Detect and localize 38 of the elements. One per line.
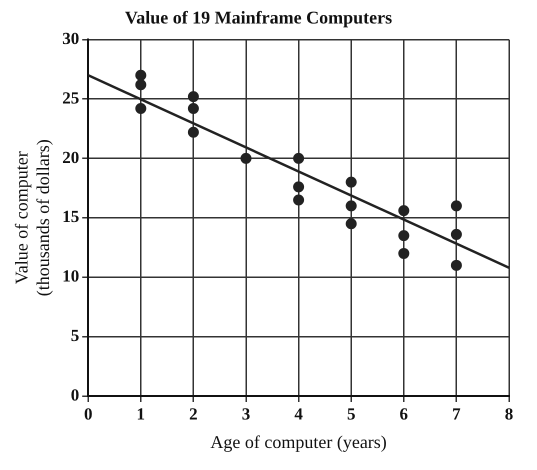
point xyxy=(398,205,410,216)
x-tick-label: 3 xyxy=(242,404,250,424)
point xyxy=(188,91,199,102)
y-tick-label: 25 xyxy=(62,88,80,108)
x-tick-label: 0 xyxy=(84,404,92,424)
point xyxy=(135,70,146,81)
point xyxy=(398,248,410,259)
point xyxy=(293,194,304,206)
x-axis-title: Age of computer (years) xyxy=(210,432,387,452)
point xyxy=(346,176,357,188)
point xyxy=(450,228,462,240)
point xyxy=(346,218,357,230)
y-tick-label: 20 xyxy=(62,148,80,167)
x-tick-label: 2 xyxy=(189,404,198,424)
y-tick-label: 0 xyxy=(70,385,80,404)
y-tick-label: 30 xyxy=(62,28,80,48)
y-tick-label: 10 xyxy=(62,266,80,286)
point xyxy=(135,103,146,114)
point xyxy=(450,260,462,271)
x-tick-label: 5 xyxy=(346,404,356,424)
x-tick-label: 8 xyxy=(504,404,514,424)
point xyxy=(450,200,462,212)
point xyxy=(135,79,146,90)
chart-title: Value of 19 Mainframe Computers xyxy=(124,7,392,28)
y-tick-label: 5 xyxy=(70,326,80,345)
point xyxy=(346,200,357,212)
x-tick-label: 1 xyxy=(136,404,146,424)
x-tick-label: 7 xyxy=(452,404,462,424)
point xyxy=(188,103,199,114)
point xyxy=(398,230,410,242)
point xyxy=(240,152,252,164)
x-tick-label: 4 xyxy=(294,404,304,424)
point xyxy=(188,126,199,138)
point xyxy=(293,152,304,164)
point xyxy=(293,181,304,192)
y-tick-label: 15 xyxy=(62,207,80,226)
x-tick-label: 6 xyxy=(400,404,408,424)
y-axis-title: Value of computer (thousands of dollars) xyxy=(12,139,54,296)
